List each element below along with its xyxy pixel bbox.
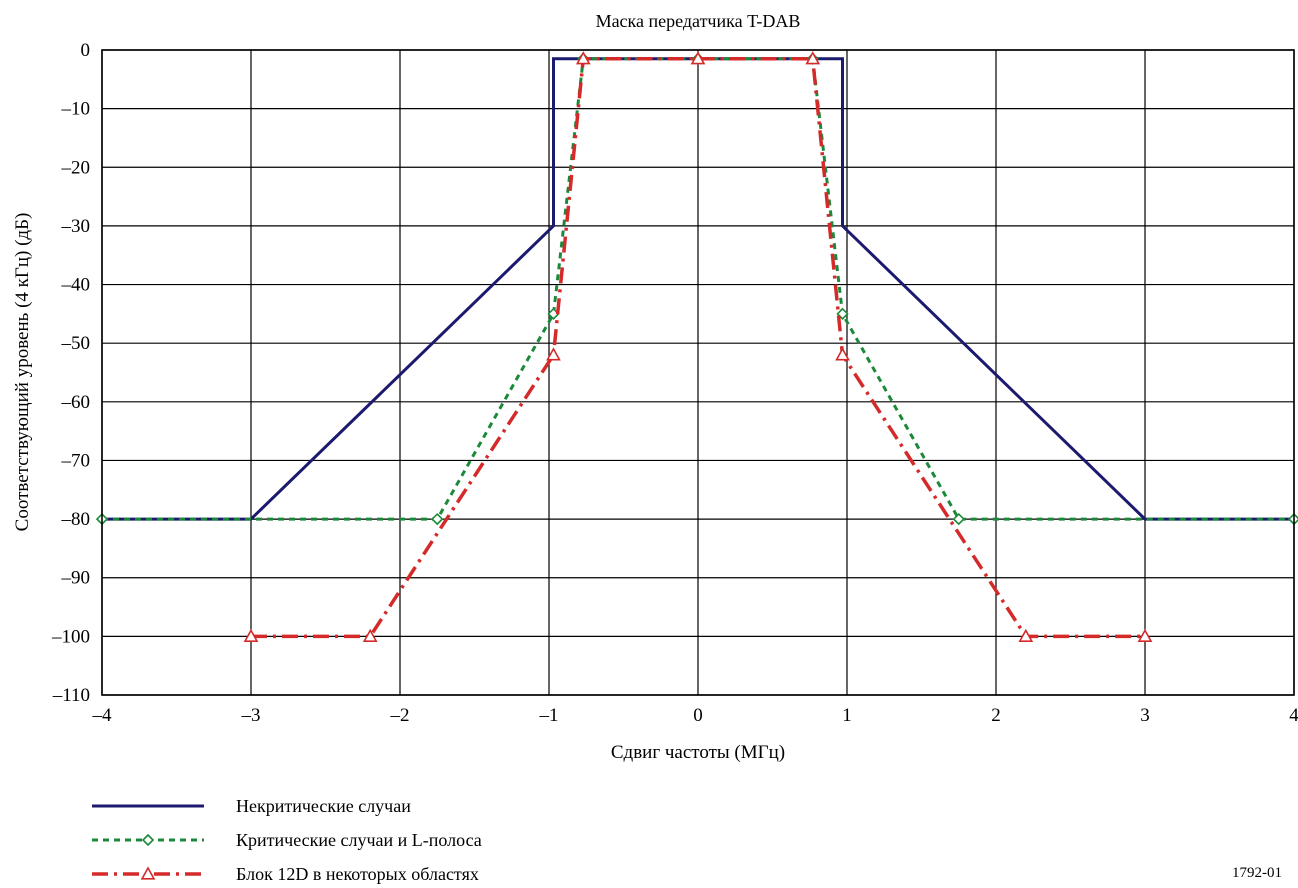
y-tick-label: 0 [81,40,91,61]
y-tick-label: –30 [61,216,91,237]
chart-title: Маска передатчика T-DAB [596,11,801,31]
grid [101,49,1295,696]
legend: Некритические случаи Критические случаи и… [92,796,482,884]
y-tick-label: –40 [61,275,91,296]
legend-item-0: Некритические случаи [92,796,411,816]
y-tick-label: –70 [61,450,91,471]
y-tick-label: –100 [51,626,90,647]
data-point-2 [243,628,259,642]
x-tick-label: 4 [1289,705,1298,726]
series-2 [243,51,1153,642]
legend-label: Некритические случаи [236,796,411,816]
data-point-2 [362,628,378,642]
x-tick-label: –2 [390,705,410,726]
data-point-2 [690,51,706,65]
legend-marker [140,866,156,880]
y-tick-label: –10 [61,99,91,120]
legend-label: Критические случаи и L-полоса [236,830,482,850]
x-axis-label: Сдвиг частоты (МГц) [611,742,785,763]
data-point-2 [1137,628,1153,642]
y-tick-label: –110 [52,685,90,706]
series-line-2 [251,57,1145,639]
legend-label: Блок 12D в некоторых областях [236,864,479,884]
legend-item-2: Блок 12D в некоторых областях [92,864,479,884]
y-tick-label: –50 [61,333,91,354]
legend-item-1: Критические случаи и L-полоса [92,830,482,850]
data-point-1 [952,512,965,526]
legend-marker [141,833,155,847]
data-point-2 [575,51,591,65]
x-tick-label: –4 [92,705,113,726]
data-point-2 [805,51,821,65]
data-point-2 [835,347,850,361]
x-tick-label: 2 [991,705,1001,726]
plot-frame [101,49,1295,696]
y-tick-label: –80 [61,509,91,530]
x-tick-label: –3 [241,705,261,726]
y-axis-ticks: 0 –10 –20 –30 –40 –50 –60 –70 –80 –90 –100 –110 [51,40,90,706]
data-point-2 [1018,628,1034,642]
y-tick-label: –20 [61,157,91,178]
x-axis-ticks: –4 –3 –2 –1 0 1 2 3 4 [92,705,1298,726]
x-tick-label: 0 [693,705,703,726]
x-tick-label: –1 [539,705,559,726]
figure-id: 1792-01 [1232,865,1282,881]
data-point-1 [431,512,444,526]
x-tick-label: 3 [1140,705,1150,726]
data-point-2 [546,347,561,361]
y-tick-label: –60 [61,392,91,413]
series-layer [95,51,1298,642]
y-axis-label: Соответствующий уровень (4 кГц) (дБ) [12,213,33,532]
x-tick-label: 1 [842,705,852,726]
y-tick-label: –90 [61,568,91,589]
